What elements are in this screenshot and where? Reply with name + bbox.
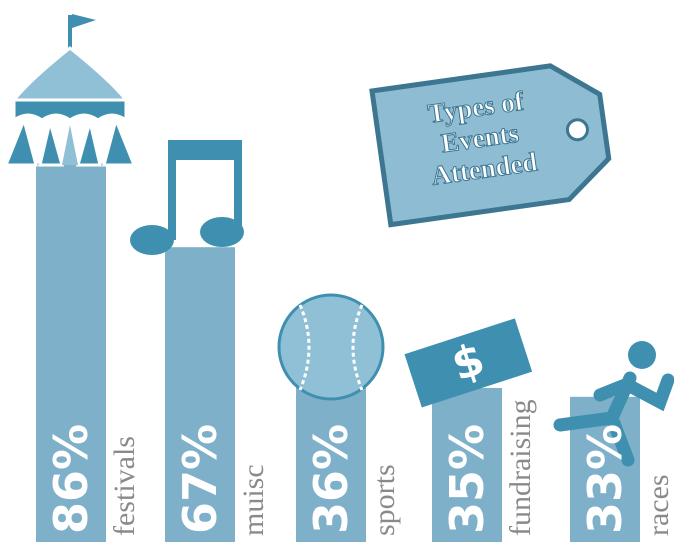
title-tag [369,63,612,228]
runner-icon [553,341,674,467]
category-label: festivals [108,436,141,536]
tent-icon [3,14,137,167]
bar [432,388,502,542]
category-label: races [642,474,674,536]
category-label: sports [368,464,401,536]
category-label: muisc [237,464,270,536]
money-icon: $ [404,318,533,408]
value-label: 33% [578,424,632,534]
category-label: fundraising [504,399,537,536]
tag-shape [369,63,612,228]
tag-hole [565,118,589,142]
bar [165,247,235,542]
note-icon [130,140,244,255]
bar [296,383,366,542]
value-label: 35% [440,424,494,534]
value-label: 86% [44,424,98,534]
bar [36,163,106,542]
ball-icon [277,293,385,401]
value-label: 67% [173,424,227,534]
value-label: 36% [304,424,358,534]
